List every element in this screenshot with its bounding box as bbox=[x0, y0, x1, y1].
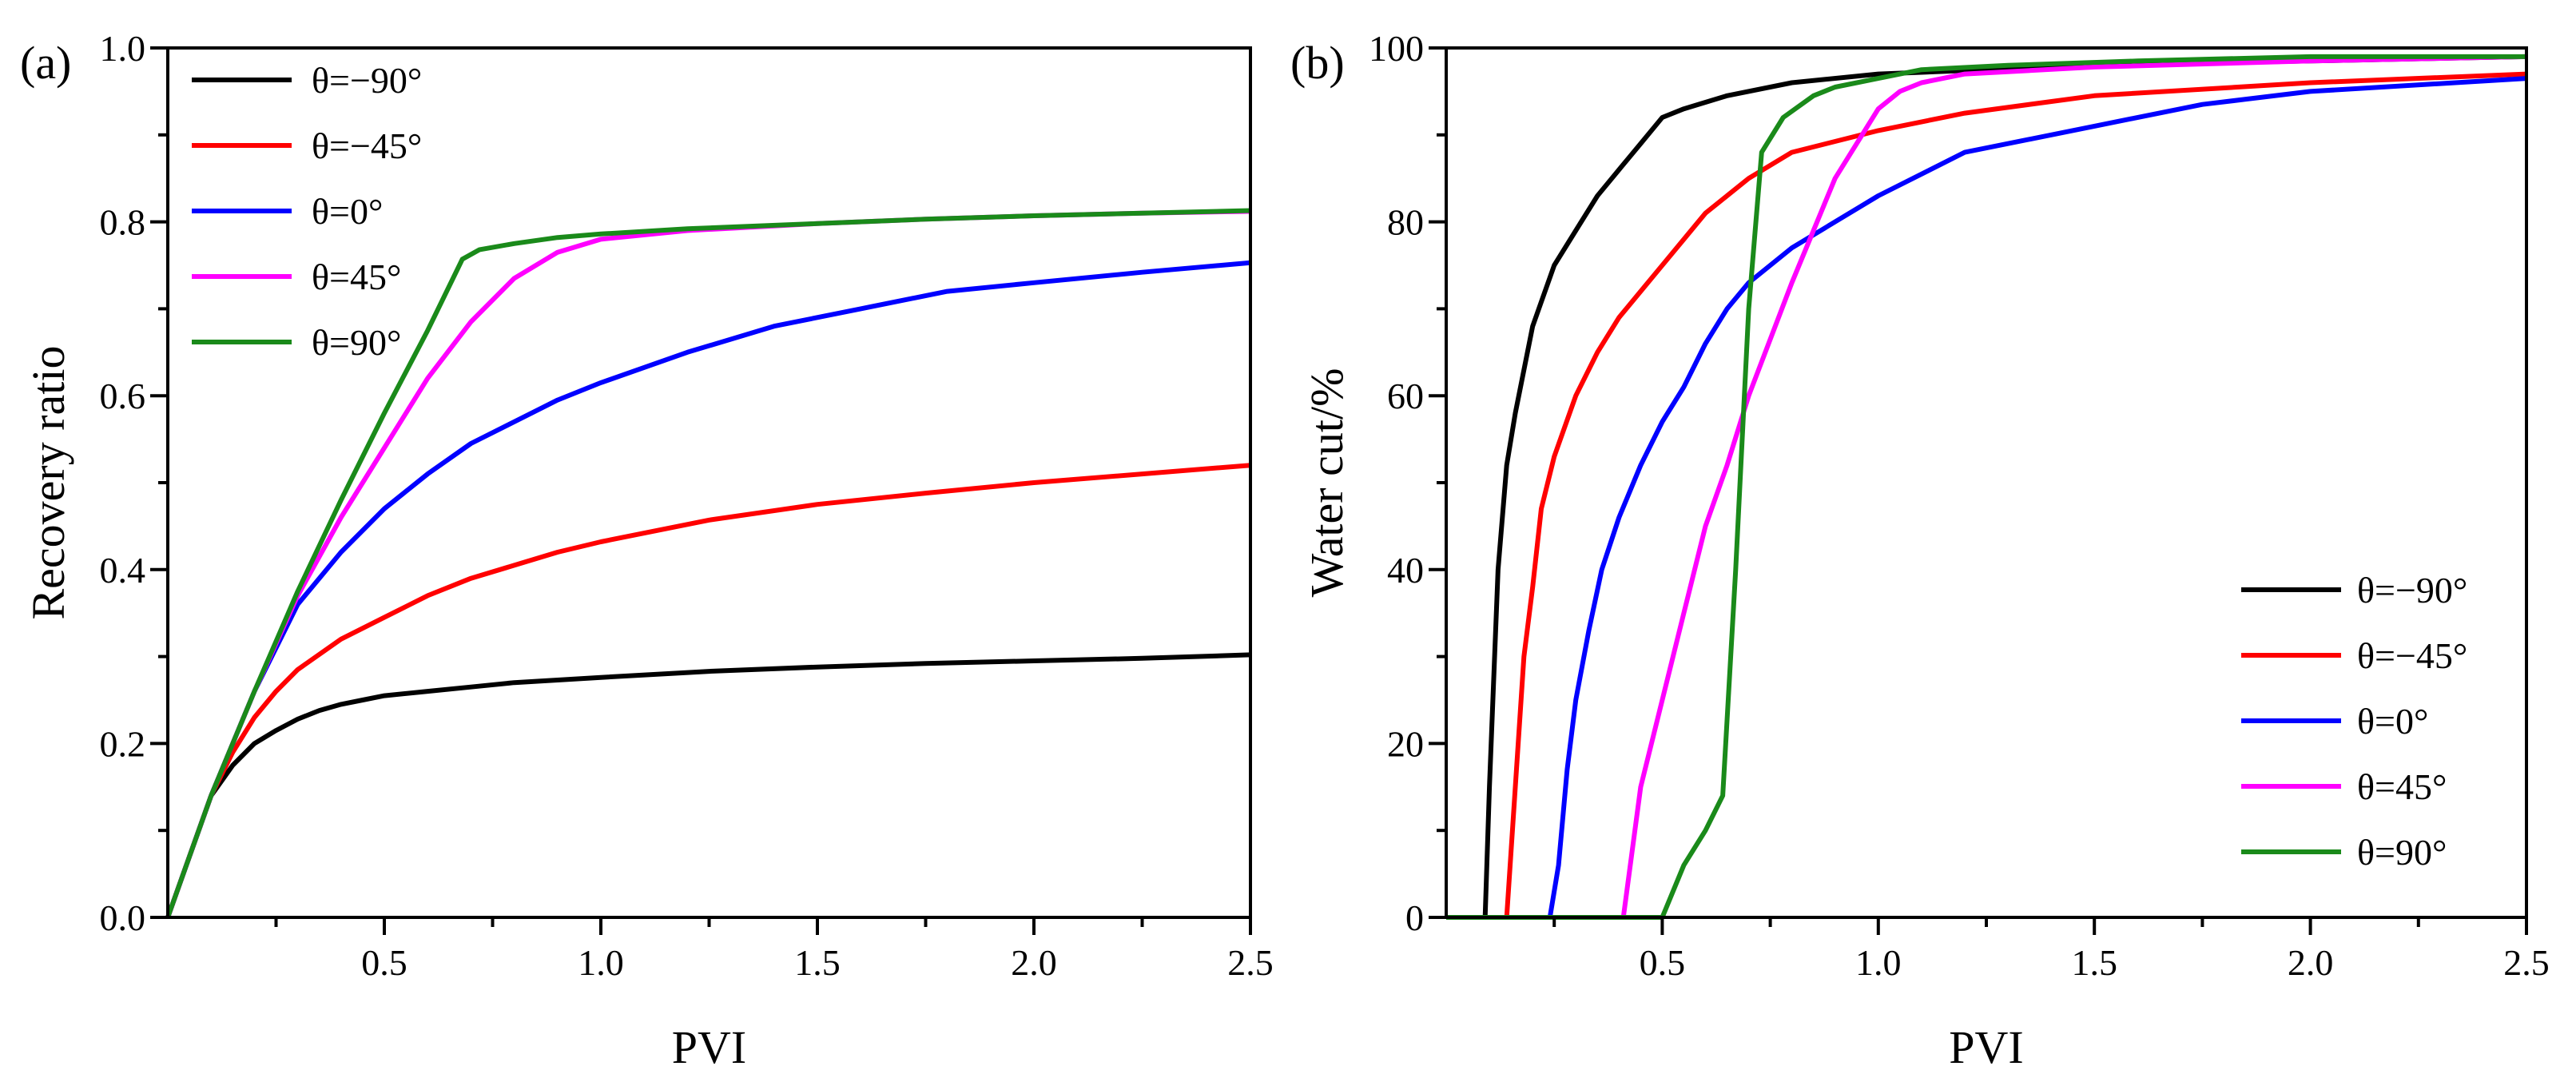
x-axis-title: PVI bbox=[1949, 1021, 2023, 1073]
x-axis-title: PVI bbox=[672, 1021, 746, 1073]
x-tick-label: 1.5 bbox=[2071, 942, 2117, 983]
y-tick-label: 80 bbox=[1387, 202, 1424, 243]
series-line-1 bbox=[165, 652, 1251, 919]
series-line-4 bbox=[1446, 54, 2527, 920]
series-line-5 bbox=[1446, 54, 2526, 920]
x-tick-label: 1.0 bbox=[1855, 942, 1902, 983]
series-line-2 bbox=[1446, 71, 2527, 920]
legend-label-1: θ=−90° bbox=[312, 60, 422, 101]
y-tick-label: 20 bbox=[1387, 723, 1424, 764]
series-line-3 bbox=[165, 260, 1251, 919]
x-tick-label: 1.5 bbox=[794, 942, 841, 983]
y-tick-label: 0.0 bbox=[100, 897, 146, 938]
panel-b-water-cut-chart: 0.5 1.0 1.5 2.0 2.5 0 20 40 60 80 100 PVI Water cut/… bbox=[1290, 28, 2550, 1073]
y-axis-title: Water cut/% bbox=[1301, 368, 1353, 598]
legend-label-4: θ=45° bbox=[2357, 766, 2447, 807]
x-tick-label: 2.0 bbox=[2288, 942, 2334, 983]
y-tick-label: 40 bbox=[1387, 550, 1424, 591]
x-tick-label: 2.5 bbox=[2503, 942, 2550, 983]
legend-label-4: θ=45° bbox=[312, 257, 401, 297]
panel-label: (a) bbox=[20, 37, 71, 89]
y-tick-label: 0.4 bbox=[100, 550, 146, 591]
legend-label-2: θ=−45° bbox=[2357, 635, 2467, 676]
legend-label-5: θ=90° bbox=[312, 322, 401, 363]
series-line-1 bbox=[1446, 54, 2527, 920]
series-line-2 bbox=[165, 463, 1251, 919]
x-tick-label: 1.0 bbox=[578, 942, 624, 983]
y-tick-label: 100 bbox=[1369, 28, 1424, 69]
y-tick-label: 1.0 bbox=[100, 28, 146, 69]
y-tick-label: 0.8 bbox=[100, 202, 146, 243]
y-tick-label: 0 bbox=[1405, 897, 1424, 938]
y-tick-label: 60 bbox=[1387, 376, 1424, 416]
y-tick-label: 0.6 bbox=[100, 376, 146, 416]
legend-label-5: θ=90° bbox=[2357, 832, 2447, 873]
plot-frame bbox=[166, 46, 1252, 919]
x-tick-label: 0.5 bbox=[361, 942, 407, 983]
legend-label-3: θ=0° bbox=[2357, 701, 2428, 742]
series-line-5 bbox=[165, 208, 1251, 919]
x-tick-label: 2.5 bbox=[1227, 942, 1274, 983]
y-axis-title: Recovery ratio bbox=[22, 345, 74, 619]
legend-label-3: θ=0° bbox=[312, 191, 383, 232]
panel-label: (b) bbox=[1290, 37, 1345, 89]
panel-a-recovery-ratio-chart: 0.5 1.0 1.5 2.0 2.5 0.0 0.2 0.4 0.6 0.8 1.0 PVI Reco… bbox=[20, 28, 1274, 1073]
x-tick-label: 2.0 bbox=[1011, 942, 1057, 983]
y-tick-label: 0.2 bbox=[100, 723, 146, 764]
legend-label-2: θ=−45° bbox=[312, 125, 422, 166]
legend-label-1: θ=−90° bbox=[2357, 570, 2467, 611]
series-line-3 bbox=[1446, 76, 2527, 920]
x-tick-label: 0.5 bbox=[1640, 942, 1686, 983]
